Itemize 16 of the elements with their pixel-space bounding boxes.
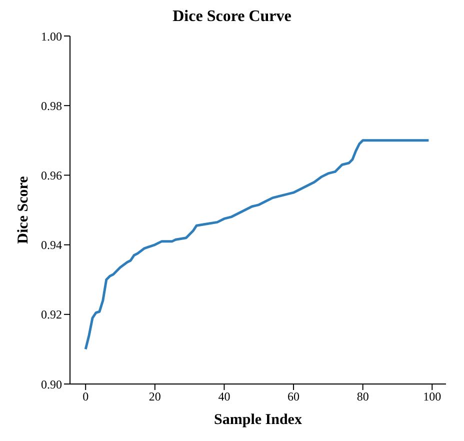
x-tick-label: 60 — [288, 390, 300, 404]
x-axis-title: Sample Index — [214, 412, 302, 428]
x-tick-label: 40 — [218, 390, 230, 404]
y-tick-label: 0.92 — [41, 308, 62, 322]
y-tick-label: 0.90 — [41, 377, 62, 392]
y-tick-label: 0.96 — [41, 168, 62, 182]
x-tick-label: 20 — [148, 390, 161, 404]
x-tick-label: 80 — [356, 390, 369, 404]
chart-title: Dice Score Curve — [172, 8, 292, 25]
x-tick-label: 100 — [423, 390, 442, 404]
y-tick-label: 1.00 — [41, 29, 62, 44]
y-axis-title: Dice Score — [15, 176, 32, 244]
x-tick-label: 0 — [82, 390, 89, 404]
y-tick-label: 0.94 — [41, 238, 62, 252]
line-series — [84, 139, 430, 350]
y-tick-label: 0.98 — [41, 98, 62, 113]
